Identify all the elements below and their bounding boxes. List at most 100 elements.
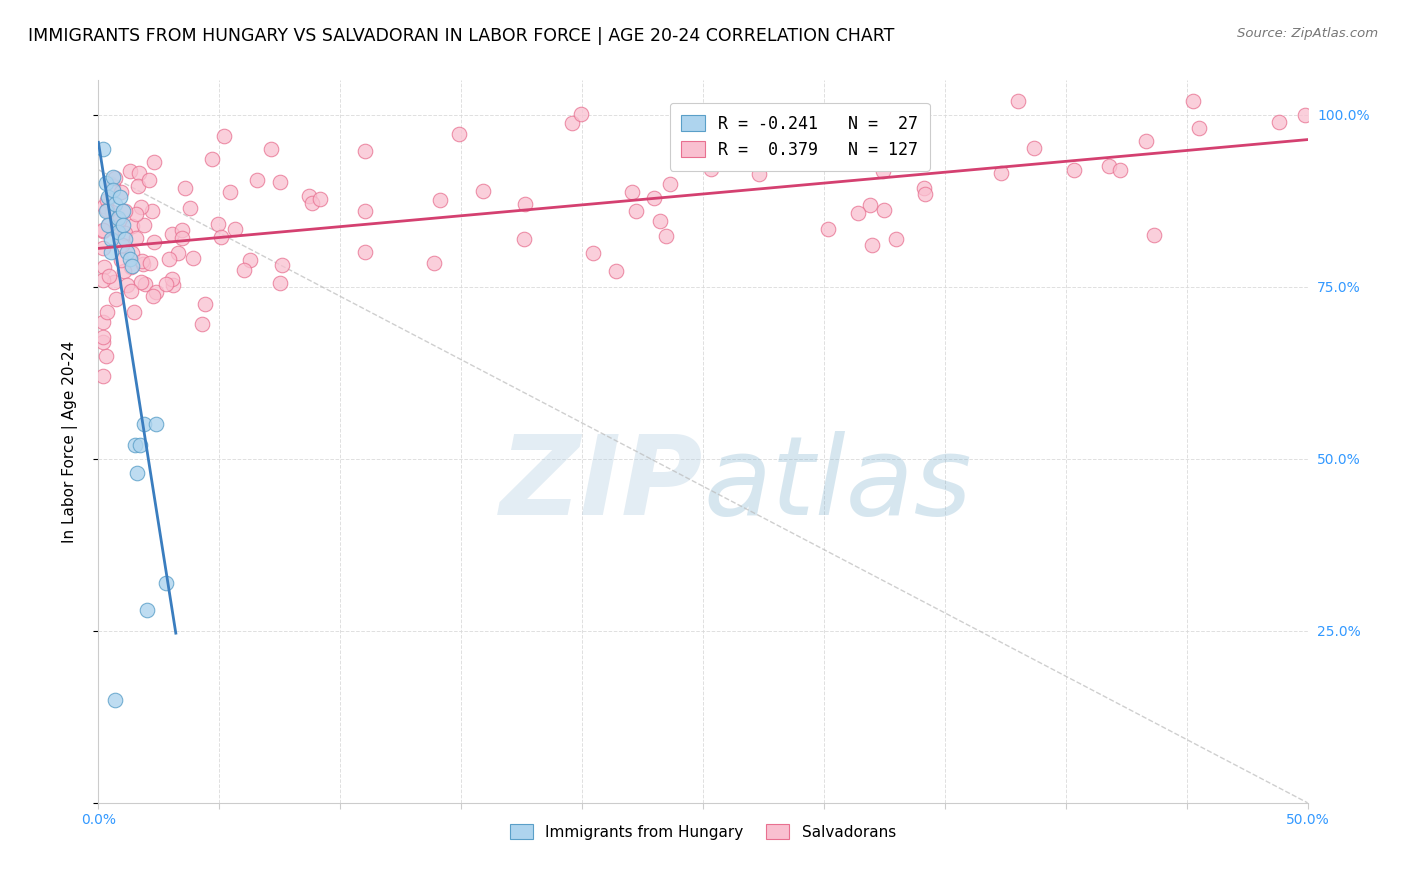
- Point: [142, 289, 165, 303]
- Point: [104, 223, 127, 237]
- Point: [127, 178, 149, 193]
- Point: [239, 253, 262, 268]
- Point: [990, 166, 1012, 180]
- Point: [120, 260, 142, 275]
- Point: [91, 369, 114, 384]
- Point: [94, 177, 117, 191]
- Point: [101, 179, 124, 194]
- Point: [117, 277, 139, 292]
- Point: [621, 186, 644, 200]
- Point: [129, 200, 152, 214]
- Point: [94, 204, 117, 219]
- Point: [170, 223, 193, 237]
- Point: [172, 231, 194, 245]
- Point: [100, 231, 122, 245]
- Point: [96, 193, 118, 207]
- Point: [131, 254, 153, 268]
- Point: [105, 292, 128, 306]
- Point: [179, 201, 201, 215]
- Point: [1268, 114, 1291, 128]
- Point: [97, 190, 120, 204]
- Point: [124, 304, 146, 318]
- Point: [143, 235, 166, 249]
- Point: [872, 163, 894, 178]
- Point: [201, 152, 224, 166]
- Point: [429, 193, 451, 207]
- Point: [145, 285, 167, 299]
- Point: [219, 185, 242, 199]
- Point: [104, 692, 127, 706]
- Point: [110, 185, 132, 199]
- Point: [860, 237, 883, 252]
- Point: [155, 575, 177, 590]
- Point: [650, 213, 672, 227]
- Point: [513, 232, 536, 246]
- Point: [97, 268, 120, 283]
- Point: [1098, 159, 1121, 173]
- Point: [98, 217, 121, 231]
- Point: [354, 244, 377, 259]
- Point: [121, 259, 143, 273]
- Point: [103, 275, 125, 289]
- Point: [181, 251, 204, 265]
- Point: [124, 438, 146, 452]
- Point: [569, 107, 592, 121]
- Point: [260, 142, 283, 156]
- Point: [121, 219, 143, 233]
- Point: [167, 246, 190, 260]
- Point: [93, 199, 115, 213]
- Point: [121, 246, 143, 260]
- Point: [471, 184, 494, 198]
- Point: [104, 197, 127, 211]
- Point: [132, 257, 155, 271]
- Point: [912, 181, 935, 195]
- Point: [141, 203, 163, 218]
- Point: [298, 188, 321, 202]
- Point: [582, 246, 605, 260]
- Point: [422, 256, 444, 270]
- Point: [139, 256, 162, 270]
- Text: IMMIGRANTS FROM HUNGARY VS SALVADORAN IN LABOR FORCE | AGE 20-24 CORRELATION CHA: IMMIGRANTS FROM HUNGARY VS SALVADORAN IN…: [28, 27, 894, 45]
- Point: [817, 222, 839, 236]
- Point: [561, 116, 583, 130]
- Point: [354, 145, 377, 159]
- Point: [162, 272, 184, 286]
- Point: [191, 318, 214, 332]
- Point: [117, 245, 139, 260]
- Point: [301, 196, 323, 211]
- Point: [125, 207, 148, 221]
- Point: [271, 258, 294, 272]
- Point: [112, 264, 135, 278]
- Point: [105, 219, 128, 234]
- Point: [110, 252, 132, 267]
- Point: [91, 273, 114, 287]
- Point: [101, 183, 124, 197]
- Point: [209, 230, 232, 244]
- Point: [233, 263, 256, 277]
- Point: [91, 330, 114, 344]
- Point: [134, 277, 156, 291]
- Point: [125, 230, 148, 244]
- Point: [134, 417, 156, 432]
- Point: [269, 175, 291, 189]
- Point: [91, 315, 114, 329]
- Point: [100, 205, 122, 219]
- Y-axis label: In Labor Force | Age 20-24: In Labor Force | Age 20-24: [62, 341, 77, 542]
- Point: [104, 170, 127, 185]
- Point: [138, 172, 160, 186]
- Point: [846, 206, 869, 220]
- Point: [887, 149, 910, 163]
- Point: [107, 211, 129, 225]
- Text: ZIP: ZIP: [499, 432, 703, 539]
- Text: Source: ZipAtlas.com: Source: ZipAtlas.com: [1237, 27, 1378, 40]
- Point: [114, 231, 136, 245]
- Point: [91, 142, 114, 156]
- Point: [624, 204, 647, 219]
- Point: [884, 232, 907, 246]
- Point: [269, 276, 291, 290]
- Point: [659, 177, 682, 191]
- Point: [129, 275, 152, 289]
- Point: [127, 466, 149, 480]
- Point: [1007, 94, 1029, 108]
- Point: [111, 218, 134, 232]
